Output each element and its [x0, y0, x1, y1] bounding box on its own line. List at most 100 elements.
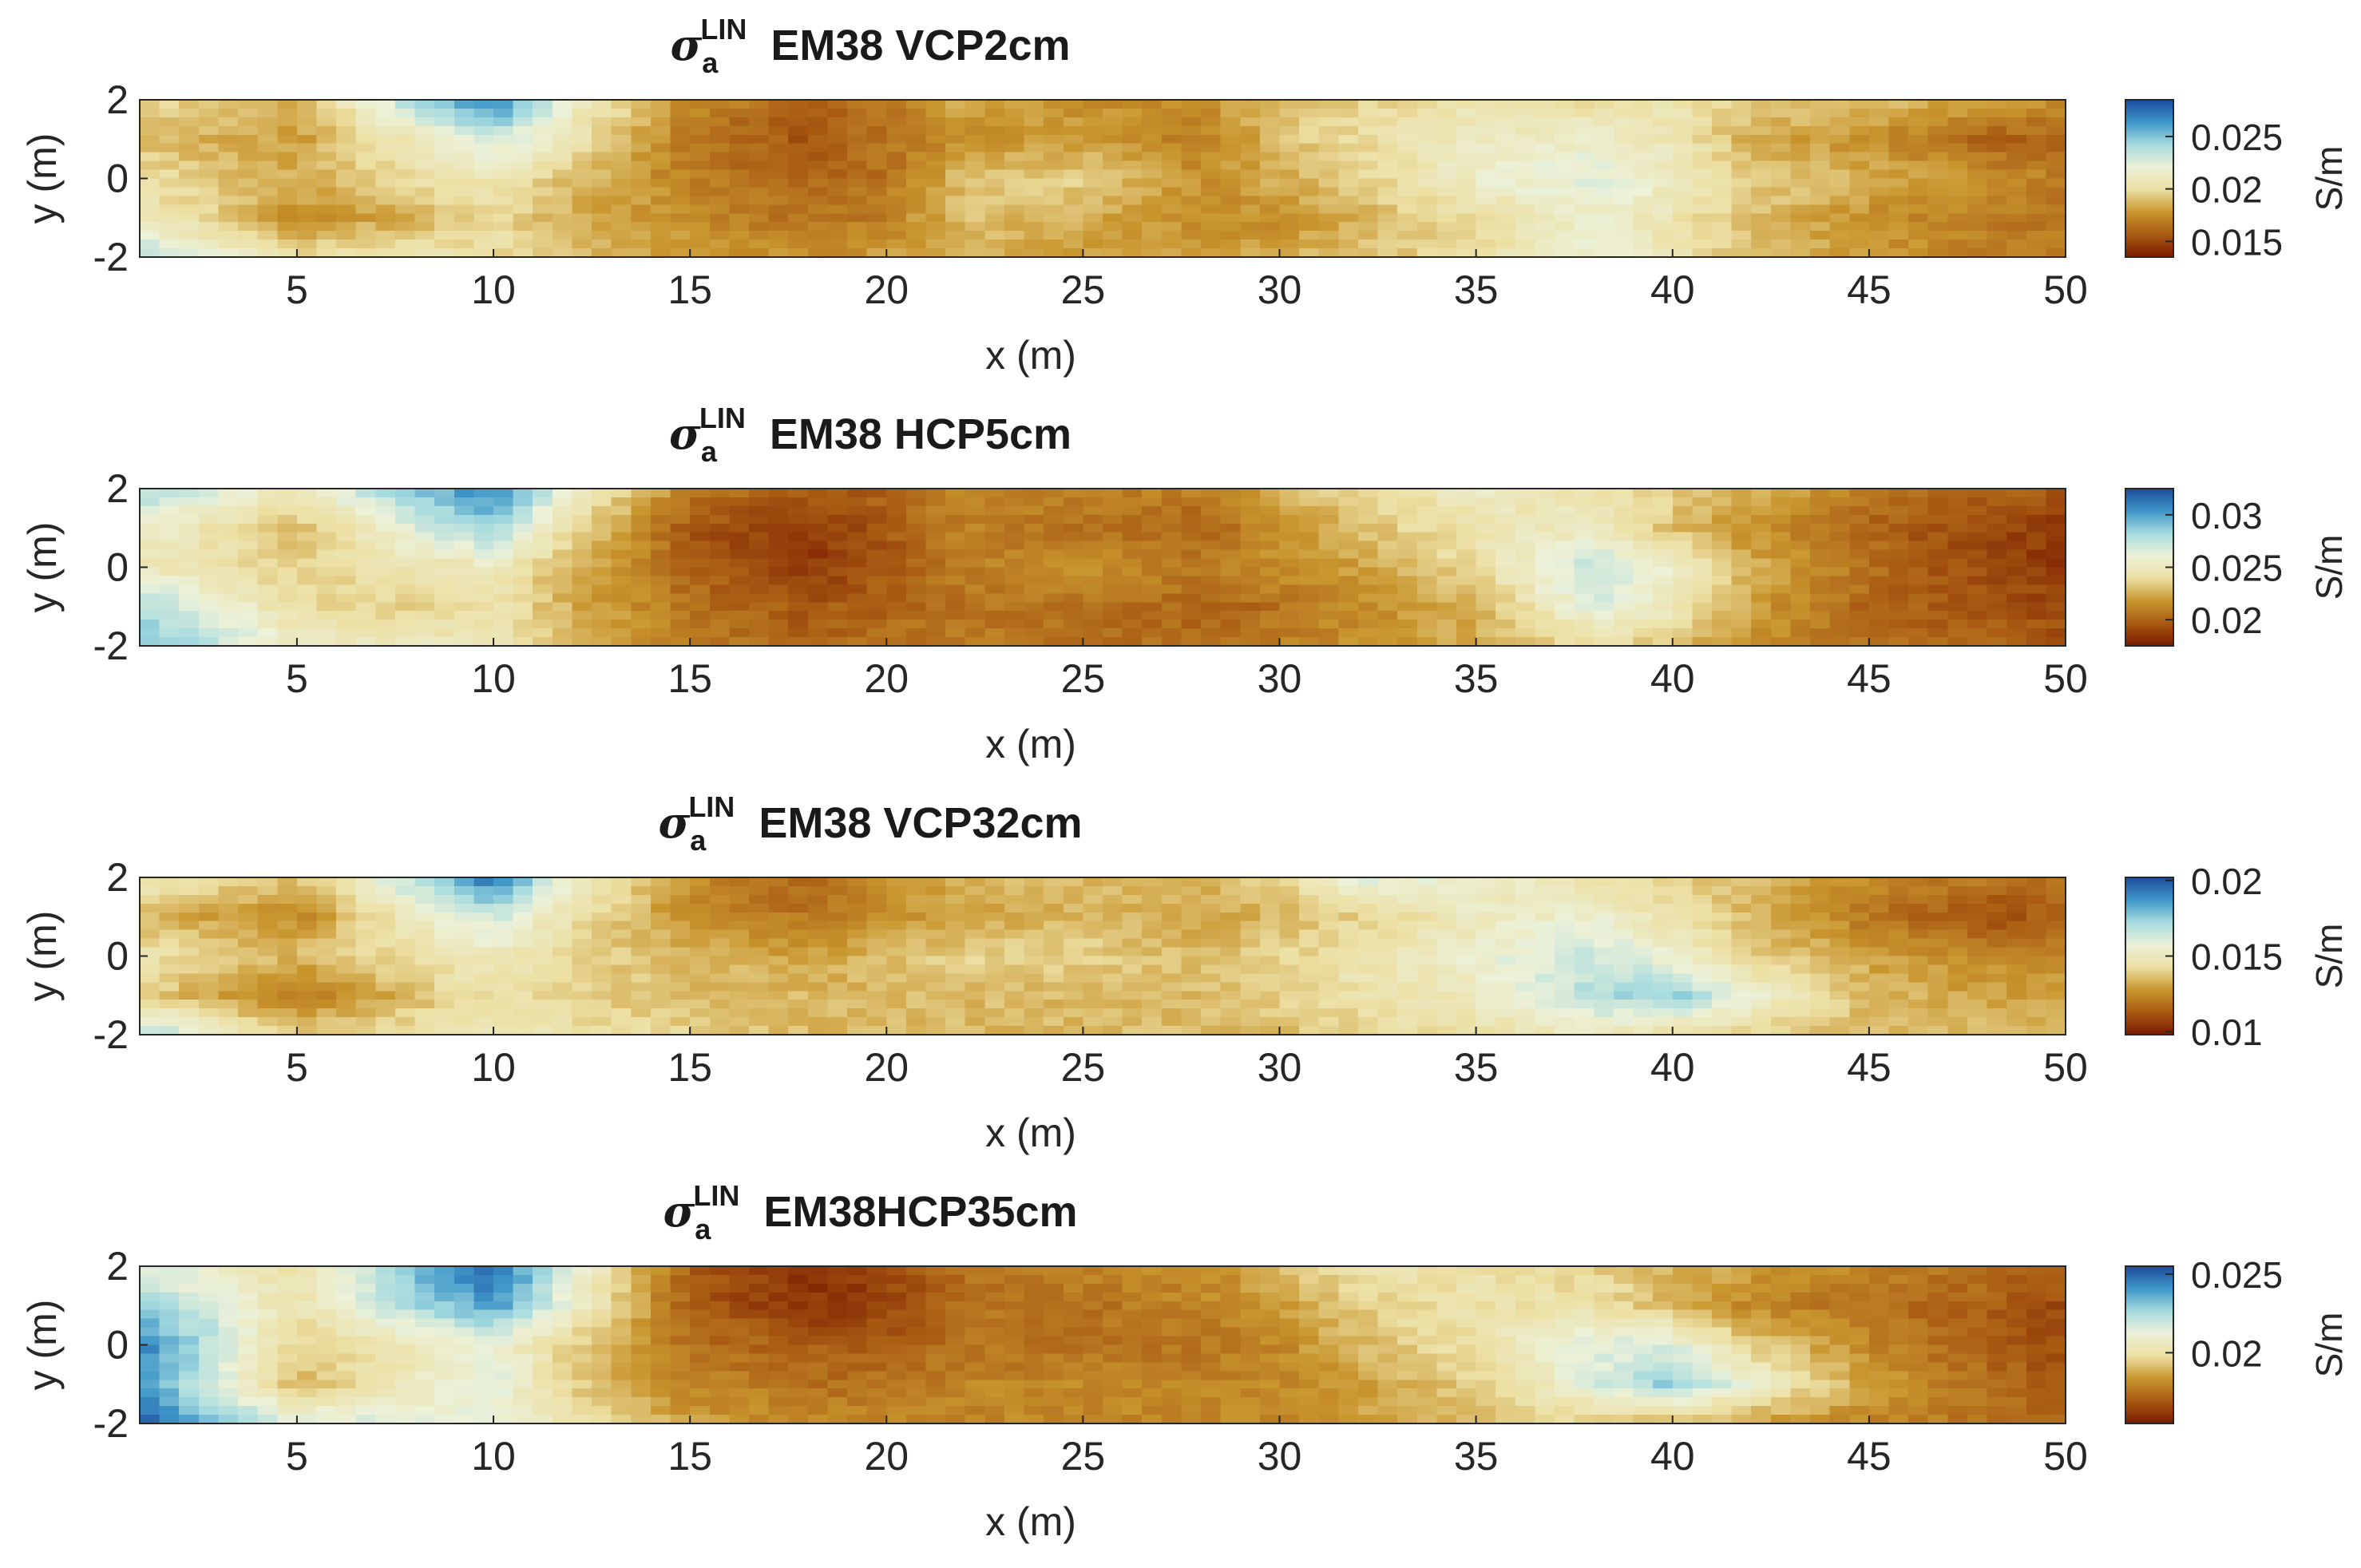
- heatmap-cell: [1613, 514, 1634, 525]
- heatmap-cell: [592, 956, 612, 966]
- heatmap-cell: [1279, 947, 1300, 957]
- heatmap-cell: [1338, 576, 1359, 585]
- heatmap-cell: [1416, 222, 1438, 232]
- heatmap-cell: [1555, 204, 1575, 214]
- heatmap-cell: [257, 982, 278, 992]
- heatmap-cell: [552, 903, 573, 913]
- heatmap-cell: [533, 584, 553, 594]
- heatmap-cell: [1672, 523, 1693, 533]
- heatmap-cell: [257, 620, 278, 629]
- heatmap-cell: [807, 1008, 829, 1018]
- heatmap-cell: [394, 903, 416, 913]
- heatmap-cell: [552, 134, 573, 145]
- heatmap-cell: [493, 1017, 514, 1027]
- heatmap-cell: [729, 602, 750, 612]
- heatmap-cell: [1810, 558, 1831, 568]
- heatmap-cell: [592, 558, 612, 568]
- heatmap-cell: [827, 558, 848, 568]
- heatmap-cell: [866, 178, 887, 188]
- heatmap-cell: [886, 540, 907, 551]
- heatmap-cell: [1083, 100, 1103, 109]
- heatmap-cell: [1220, 584, 1241, 594]
- heatmap-cell: [709, 160, 730, 171]
- heatmap-cell: [1535, 231, 1555, 240]
- heatmap-cell: [513, 947, 533, 957]
- heatmap-cell: [886, 505, 907, 516]
- heatmap-cell: [690, 160, 711, 171]
- heatmap-cell: [768, 921, 789, 931]
- heatmap-cell: [1849, 637, 1870, 647]
- heatmap-cell: [159, 532, 180, 542]
- heatmap-cell: [179, 497, 200, 507]
- heatmap-cell: [355, 1000, 376, 1009]
- heatmap-cell: [1594, 903, 1614, 913]
- heatmap-cell: [434, 532, 455, 542]
- heatmap-cell: [513, 160, 533, 171]
- heatmap-cell: [788, 152, 809, 162]
- heatmap-cell: [218, 532, 239, 542]
- heatmap-cell: [1259, 213, 1281, 223]
- heatmap-cell: [905, 620, 927, 629]
- heatmap-cell: [1672, 628, 1693, 638]
- heatmap-cell: [140, 125, 160, 136]
- heatmap-cell: [1063, 894, 1083, 905]
- heatmap-cell: [670, 125, 691, 136]
- heatmap-cell: [1338, 540, 1359, 551]
- heatmap-cell: [434, 558, 455, 568]
- heatmap-cell: [493, 584, 514, 594]
- heatmap-cell: [631, 938, 652, 948]
- heatmap-cell: [1594, 964, 1614, 974]
- heatmap-cell: [1594, 602, 1614, 612]
- heatmap-cell: [1279, 489, 1300, 498]
- heatmap-cell: [1338, 964, 1359, 974]
- heatmap-cell: [905, 178, 927, 188]
- heatmap-cell: [1259, 152, 1281, 162]
- heatmap-cell: [768, 204, 789, 214]
- heatmap-cell: [886, 532, 907, 542]
- heatmap-cell: [1142, 1000, 1163, 1009]
- heatmap-cell: [257, 213, 278, 223]
- heatmap-cell: [768, 1000, 789, 1009]
- heatmap-cell: [984, 903, 1005, 913]
- heatmap-cell: [296, 213, 318, 223]
- heatmap-cell: [1947, 134, 1968, 145]
- heatmap-cell: [1849, 514, 1870, 525]
- heatmap-cell: [277, 134, 298, 145]
- heatmap-cell: [1868, 134, 1890, 145]
- heatmap-cell: [925, 505, 946, 516]
- heatmap-cell: [218, 877, 239, 887]
- heatmap-cell: [965, 540, 985, 551]
- heatmap-cell: [2046, 222, 2066, 232]
- heatmap-cell: [159, 196, 180, 205]
- heatmap-cell: [1476, 991, 1496, 1000]
- heatmap-cell: [1004, 152, 1025, 162]
- heatmap-cell: [1555, 505, 1575, 516]
- heatmap-cell: [748, 576, 770, 585]
- heatmap-cell: [2046, 108, 2066, 118]
- heatmap-cell: [748, 160, 770, 171]
- heatmap-cell: [198, 549, 220, 560]
- heatmap-cell: [1495, 921, 1516, 931]
- heatmap-cell: [1711, 637, 1733, 647]
- heatmap-cell: [788, 558, 809, 568]
- heatmap-cell: [1279, 584, 1300, 594]
- heatmap-cell: [140, 877, 160, 887]
- heatmap-cell: [866, 982, 887, 992]
- heatmap-cell: [454, 894, 475, 905]
- heatmap-cell: [1829, 152, 1850, 162]
- heatmap-cell: [1377, 912, 1398, 922]
- heatmap-cell: [650, 540, 671, 551]
- heatmap-cell: [1653, 248, 1674, 258]
- title-symbol: σ: [669, 408, 701, 459]
- heatmap-cell: [1122, 231, 1143, 240]
- heatmap-cell: [592, 514, 612, 525]
- heatmap-cell: [533, 973, 553, 983]
- heatmap-cell: [1024, 143, 1044, 153]
- heatmap-cell: [1476, 620, 1496, 629]
- heatmap-cell: [670, 489, 691, 498]
- heatmap-cell: [650, 204, 671, 214]
- heatmap-cell: [1161, 204, 1182, 214]
- heatmap-cell: [375, 100, 396, 109]
- heatmap-cell: [533, 178, 553, 188]
- heatmap-cell: [1338, 637, 1359, 647]
